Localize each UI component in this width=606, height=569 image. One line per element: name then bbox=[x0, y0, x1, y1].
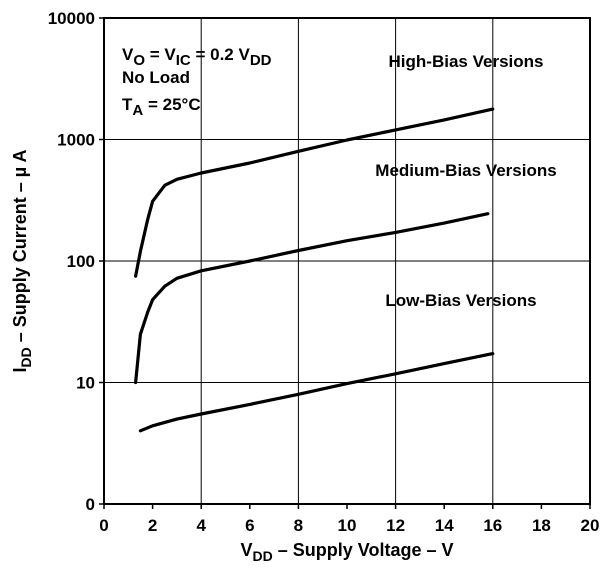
x-tick-label: 12 bbox=[386, 516, 405, 535]
y-tick-label: 10 bbox=[76, 374, 95, 393]
x-tick-label: 4 bbox=[196, 516, 206, 535]
x-axis-title: VDD – Supply Voltage – V bbox=[241, 540, 454, 564]
medium-bias-versions-curve bbox=[134, 212, 490, 385]
y-axis-title: IDD – Supply Current – µ A bbox=[10, 150, 34, 373]
series-labels: High-Bias Versions Medium-Bias Versions Lo… bbox=[375, 52, 556, 310]
x-tick-label: 8 bbox=[294, 516, 303, 535]
condition-line: No Load bbox=[122, 68, 190, 87]
y-tick-label: 0 bbox=[86, 495, 95, 514]
condition-line: TA = 25°C bbox=[122, 95, 201, 119]
x-tick-label: 2 bbox=[148, 516, 157, 535]
series-curves bbox=[134, 107, 495, 433]
low-bias-versions-label: Low-Bias Versions bbox=[385, 291, 536, 310]
high-bias-versions-label: High-Bias Versions bbox=[389, 52, 544, 71]
x-tick-label: 20 bbox=[581, 516, 600, 535]
high-bias-versions-curve bbox=[134, 107, 495, 278]
y-tick-label: 10000 bbox=[48, 9, 95, 28]
x-tick-label: 14 bbox=[435, 516, 454, 535]
grid-lines bbox=[104, 18, 590, 504]
low-bias-versions-curve bbox=[138, 352, 495, 433]
y-tick-label: 100 bbox=[67, 252, 95, 271]
x-tick-label: 6 bbox=[245, 516, 254, 535]
y-tick-label: 1000 bbox=[57, 131, 95, 150]
medium-bias-versions-label: Medium-Bias Versions bbox=[375, 161, 556, 180]
condition-line: VO = VIC = 0.2 VDD bbox=[122, 45, 272, 69]
tick-labels: 0 2 4 6 8 10 12 14 16 18 20 0 10 100 1000 10000 bbox=[48, 9, 600, 535]
x-tick-label: 10 bbox=[338, 516, 357, 535]
x-tick-label: 0 bbox=[99, 516, 108, 535]
x-tick-label: 16 bbox=[483, 516, 502, 535]
x-tick-label: 18 bbox=[532, 516, 551, 535]
